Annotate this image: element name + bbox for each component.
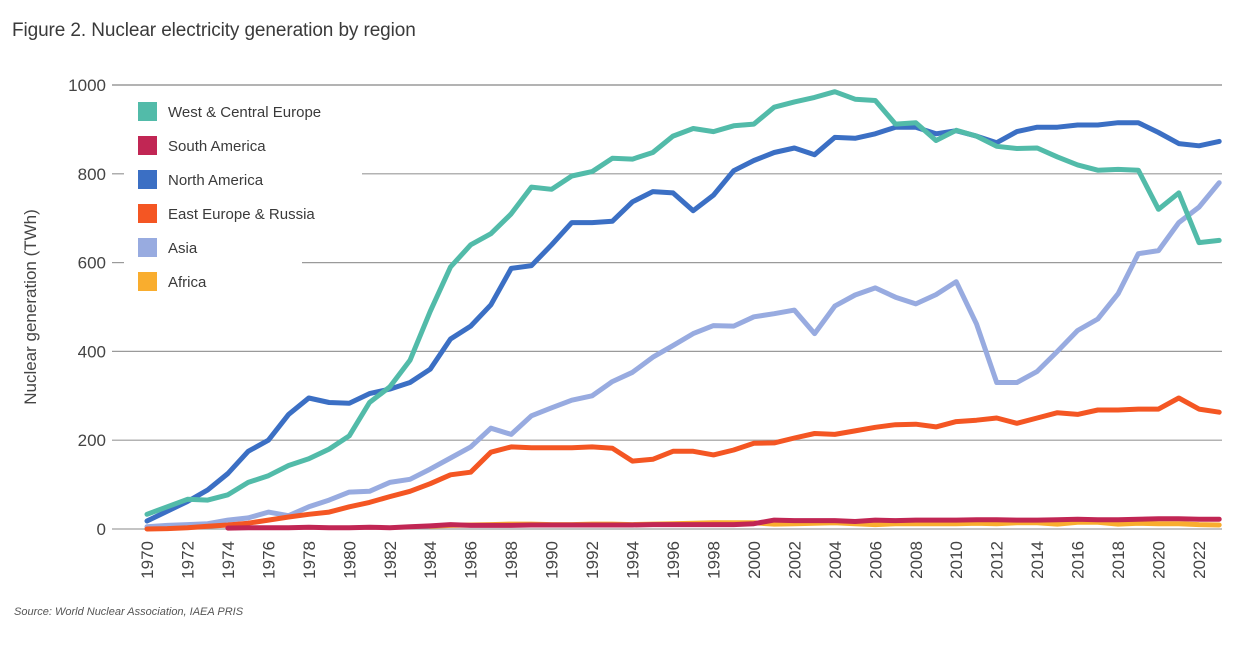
x-tick-label: 1990: [543, 541, 562, 579]
y-tick-label: 0: [97, 520, 106, 539]
x-tick-label: 1974: [219, 541, 238, 579]
legend-swatch: [138, 136, 157, 155]
series-line-south-america: [225, 516, 1222, 531]
y-tick-label: 200: [78, 431, 106, 450]
x-tick-label: 2004: [826, 541, 845, 579]
series-line-west-central-europe: [144, 89, 1222, 517]
x-tick-label: 1980: [340, 541, 359, 579]
x-tick-label: 2022: [1190, 541, 1209, 579]
x-tick-label: 1998: [704, 541, 723, 579]
legend-label: West & Central Europe: [168, 104, 321, 121]
legend-item: South America: [138, 136, 266, 155]
y-tick-label: 400: [78, 342, 106, 361]
x-tick-label: 2000: [745, 541, 764, 579]
y-axis-title: Nuclear generation (TWh): [21, 209, 40, 405]
x-tick-label: 2010: [947, 541, 966, 579]
legend-swatch: [138, 238, 157, 257]
legend-swatch: [138, 204, 157, 223]
x-tick-label: 2020: [1150, 541, 1169, 579]
legend-label: North America: [168, 172, 264, 189]
x-tick-label: 2008: [907, 541, 926, 579]
legend-item: North America: [138, 170, 264, 189]
legend-item: West & Central Europe: [138, 102, 321, 121]
x-tick-label: 1982: [381, 541, 400, 579]
legend-item: Asia: [138, 238, 198, 257]
x-tick-label: 1994: [624, 541, 643, 579]
x-tick-label: 1972: [178, 541, 197, 579]
figure-title: Figure 2. Nuclear electricity generation…: [12, 20, 416, 41]
x-tick-label: 1988: [502, 541, 521, 579]
x-tick-label: 2006: [866, 541, 885, 579]
legend: West & Central Europe South America North …: [138, 102, 321, 291]
source-note: Source: World Nuclear Association, IAEA …: [14, 606, 244, 618]
x-tick-label: 1970: [138, 541, 157, 579]
x-tick-label: 2014: [1028, 541, 1047, 579]
x-tick-label: 2012: [988, 541, 1007, 579]
legend-item: Africa: [138, 272, 207, 291]
series-line-asia: [144, 180, 1222, 530]
y-tick-label: 600: [78, 254, 106, 273]
x-tick-label: 2018: [1109, 541, 1128, 579]
legend-swatch: [138, 170, 157, 189]
y-tick-label: 800: [78, 165, 106, 184]
series-line-east-europe-russia: [144, 395, 1222, 532]
y-axis-ticks: 0 200 400 600 800 1000: [68, 76, 106, 539]
gridlines: [112, 84, 1222, 530]
x-tick-label: 2016: [1069, 541, 1088, 579]
x-axis-ticks: 1970 1972 1974 1976 1978 1980 1982 1984 1986 1988…: [138, 541, 1209, 579]
series-line-north-america: [144, 120, 1222, 524]
x-tick-label: 1996: [664, 541, 683, 579]
legend-label: Asia: [168, 240, 198, 257]
x-tick-label: 2002: [785, 541, 804, 579]
legend-label: Africa: [168, 274, 207, 291]
x-tick-label: 1976: [259, 541, 278, 579]
legend-swatch: [138, 272, 157, 291]
x-tick-label: 1986: [462, 541, 481, 579]
legend-label: East Europe & Russia: [168, 206, 315, 223]
x-tick-label: 1978: [300, 541, 319, 579]
x-tick-label: 1992: [583, 541, 602, 579]
legend-label: South America: [168, 138, 266, 155]
y-tick-label: 1000: [68, 76, 106, 95]
legend-swatch: [138, 102, 157, 121]
series-lines: [144, 89, 1222, 532]
legend-item: East Europe & Russia: [138, 204, 315, 223]
x-tick-label: 1984: [421, 541, 440, 579]
